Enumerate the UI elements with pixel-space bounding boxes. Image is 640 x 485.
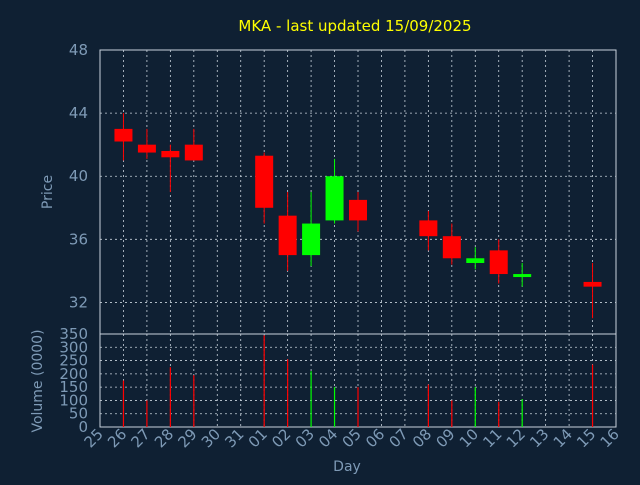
candle-28 — [161, 144, 180, 192]
x-axis-label: Day — [333, 459, 361, 475]
x-tick-label: 09 — [432, 425, 458, 451]
chart-title: MKA - last updated 15/09/2025 — [238, 17, 471, 35]
x-tick-label: 02 — [268, 425, 294, 451]
x-tick-label: 31 — [221, 425, 247, 451]
candle-body — [137, 144, 156, 153]
candle-09 — [442, 223, 461, 265]
x-tick-label: 14 — [550, 425, 576, 451]
candle-body — [489, 250, 508, 275]
candle-08 — [419, 210, 438, 251]
candle-body — [349, 199, 367, 221]
x-tick-label: 10 — [456, 425, 482, 451]
x-tick-label: 28 — [151, 425, 177, 451]
candle-05 — [349, 192, 367, 232]
volume-tick-label: 150 — [59, 378, 88, 396]
candle-body — [419, 220, 438, 237]
candle-29 — [184, 128, 203, 161]
candle-27 — [137, 128, 156, 159]
x-tick-label: 07 — [386, 425, 412, 451]
candle-body — [255, 155, 274, 208]
price-tick-label: 48 — [69, 41, 88, 59]
candle-body — [184, 144, 203, 161]
volume-tick-label: 350 — [59, 325, 88, 343]
x-tick-label: 27 — [128, 425, 154, 451]
candle-body — [513, 274, 532, 278]
candle-body — [114, 128, 133, 142]
candle-02 — [278, 192, 297, 271]
x-tick-label: 03 — [292, 425, 318, 451]
price-tick-label: 44 — [69, 104, 88, 122]
candle-body — [325, 176, 344, 221]
candle-body — [442, 236, 461, 259]
candle-body — [466, 258, 485, 263]
candle-26 — [114, 113, 133, 161]
price-tick-label: 32 — [69, 293, 88, 311]
candle-15 — [583, 263, 602, 319]
x-tick-label: 26 — [104, 425, 130, 451]
x-tick-label: 30 — [198, 425, 224, 451]
volume-tick-label: 250 — [59, 352, 88, 370]
candle-body — [278, 215, 297, 256]
x-tick-label: 13 — [526, 425, 552, 451]
candle-12 — [513, 263, 532, 287]
price-panel: 32 36 40 44 48 — [69, 41, 617, 335]
candle-body — [583, 281, 602, 287]
volume-tick-label: 0 — [78, 418, 88, 436]
volume-tick-label: 300 — [59, 338, 88, 356]
candle-11 — [489, 239, 508, 284]
x-tick-label: 08 — [409, 425, 435, 451]
x-tick-label: 11 — [479, 425, 505, 451]
x-tick-label: 05 — [339, 425, 365, 451]
volume-tick-label: 100 — [59, 391, 88, 409]
price-tick-label: 40 — [69, 167, 88, 185]
candle-03 — [302, 192, 321, 267]
candle-01 — [255, 152, 274, 224]
volume-tick-label: 200 — [59, 365, 88, 383]
x-tick-label: 01 — [245, 425, 271, 451]
candle-body — [161, 150, 180, 158]
volume-axis-label: Volume (0000) — [30, 329, 46, 432]
x-tick-label: 04 — [315, 425, 341, 451]
price-tick-label: 36 — [69, 230, 88, 248]
volume-tick-label: 50 — [69, 405, 88, 423]
candle-body — [302, 223, 321, 256]
x-tick-label: 06 — [362, 425, 388, 451]
x-tick-label: 15 — [573, 425, 599, 451]
x-tick-label: 16 — [597, 425, 623, 451]
x-tick-label: 29 — [174, 425, 200, 451]
x-axis: 2526272829303101020304050607080910111213… — [81, 425, 623, 451]
price-axis-label: Price — [40, 175, 56, 209]
x-tick-label: 12 — [503, 425, 529, 451]
candle-10 — [466, 247, 485, 270]
candle-04 — [325, 158, 344, 224]
